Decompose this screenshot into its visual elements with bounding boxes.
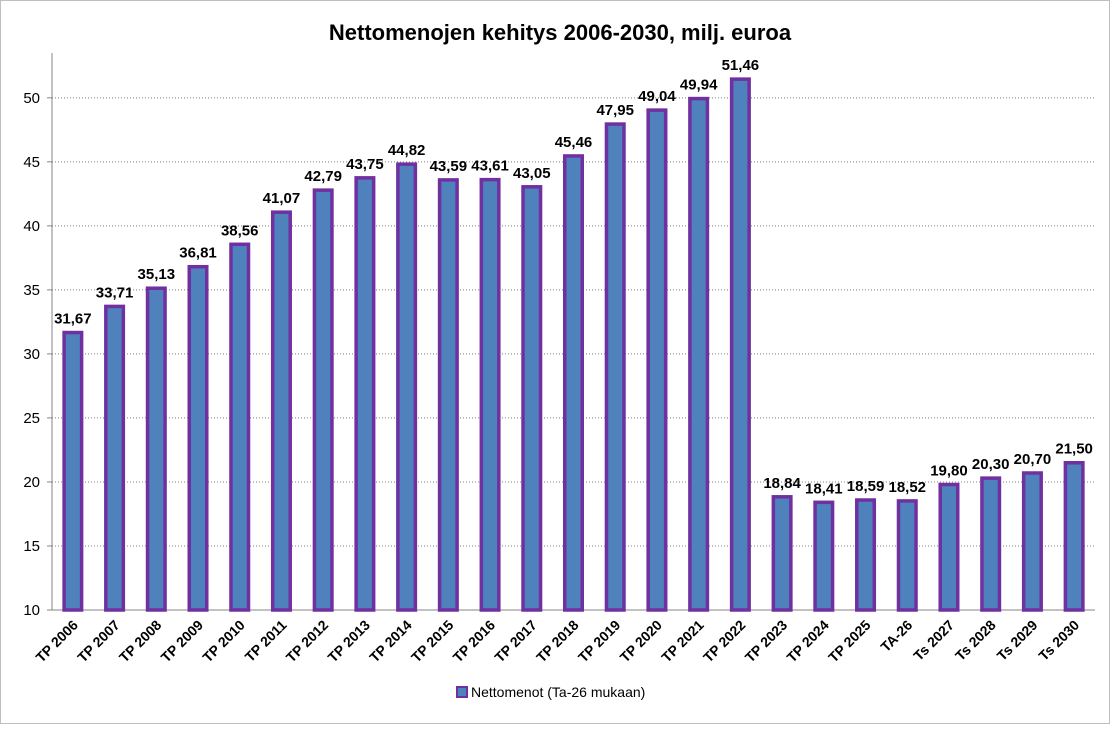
bar [437,178,459,612]
bar [187,264,209,612]
y-tick-label: 30 [23,346,40,363]
bar [1063,460,1085,612]
value-label: 35,13 [138,266,176,283]
value-label: 42,79 [304,168,342,185]
y-tick-label: 35 [23,282,40,299]
bar [688,96,710,612]
value-label: 18,59 [847,478,885,495]
bar [562,154,585,612]
value-label: 51,46 [722,57,760,74]
value-label: 36,81 [179,245,217,262]
value-label: 49,04 [638,88,676,105]
legend-label: Nettomenot (Ta-26 mukaan) [471,684,645,700]
bar [312,188,334,612]
value-label: 45,46 [555,134,593,151]
bar [229,242,251,612]
value-label: 43,05 [513,165,551,182]
bar [771,495,793,612]
bar [938,482,960,612]
value-label: 43,75 [346,156,384,173]
value-label: 33,71 [96,284,134,301]
value-label: 31,67 [54,311,92,328]
value-label: 38,56 [221,222,259,239]
bar [604,122,626,612]
bar [104,304,126,612]
y-tick-label: 20 [23,474,40,491]
value-label: 19,80 [930,463,968,480]
value-label: 21,50 [1055,441,1093,458]
value-label: 18,52 [888,479,926,496]
bar [270,210,292,612]
y-tick-label: 10 [23,602,40,619]
bar [1021,471,1043,612]
value-label: 18,41 [805,480,843,497]
y-tick-label: 50 [23,90,40,107]
y-tick-label: 40 [23,218,40,235]
value-label: 20,30 [972,456,1010,473]
bar [145,286,167,612]
value-label: 41,07 [263,190,301,207]
bar [521,185,543,612]
chart-title: Nettomenojen kehitys 2006-2030, milj. eu… [329,20,792,45]
value-label: 43,61 [471,158,509,175]
y-tick-label: 45 [23,154,40,171]
bar [479,177,501,612]
y-tick-label: 15 [23,538,40,555]
value-label: 43,59 [430,158,468,175]
value-label: 49,94 [680,77,718,94]
legend-swatch [456,686,468,698]
bar [62,330,84,612]
bar [980,476,1002,612]
bar [896,499,918,612]
bar [729,77,751,612]
bar [396,162,418,612]
value-label: 18,84 [763,475,801,492]
y-tick-label: 25 [23,410,40,427]
value-label: 44,82 [388,142,426,159]
bar [354,176,376,612]
bar [813,500,835,612]
bar [855,498,877,612]
value-label: 20,70 [1014,451,1052,468]
bar [646,108,668,612]
value-label: 47,95 [596,102,634,119]
